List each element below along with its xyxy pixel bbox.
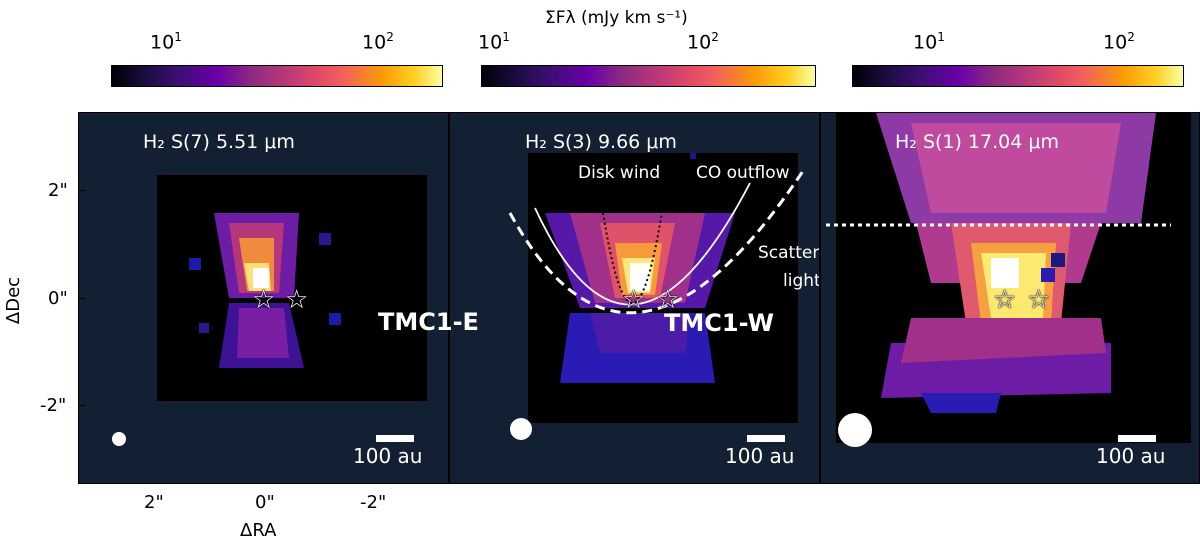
panel-3-image — [826, 113, 1191, 443]
panel-2-star-west: ☆ — [656, 285, 680, 315]
panel-3-scale-bar — [1118, 435, 1156, 442]
panel-1-beam — [112, 432, 126, 446]
panel-2-scale-bar — [747, 435, 785, 442]
panel-3-beam — [838, 413, 872, 447]
x-tick-label-neg2: -2" — [360, 492, 387, 513]
colorbar-1 — [111, 65, 443, 87]
scattered-light-label-2: light — [783, 271, 820, 291]
y-tick-label-0: 0" — [48, 288, 68, 309]
panel-1-line-label: H₂ S(7) 5.51 μm — [143, 131, 295, 153]
y-tick-label-2: 2" — [48, 180, 68, 201]
y-tick-neg2 — [78, 405, 86, 406]
colorbar-1-tick-10: 101 — [150, 30, 182, 54]
x-tick-label-0: 0" — [255, 492, 275, 513]
panel-2-image — [508, 153, 807, 423]
y-axis-label: ΔDec — [3, 276, 25, 325]
panel-1-scale-label: 100 au — [353, 444, 423, 468]
panel-2-line-label: H₂ S(3) 9.66 μm — [525, 131, 677, 153]
colorbar-3-tick-10: 101 — [913, 30, 945, 54]
colorbar-1-tick-100: 102 — [362, 30, 394, 54]
tmc1-e-label-overlay: TMC1-E — [378, 308, 479, 336]
x-tick-label-2: 2" — [144, 492, 164, 513]
panel-h2-s1: H₂ S(1) 17.04 μm ☆ ☆ 100 au — [820, 112, 1200, 484]
panel-1-scale-bar — [376, 435, 414, 442]
panel-h2-s7: H₂ S(7) 5.51 μm ☆ ☆ 100 au — [78, 112, 449, 484]
y-tick-2 — [78, 190, 86, 191]
panel-2-scale-label: 100 au — [725, 444, 795, 468]
panel-3-star-west: ☆ — [1027, 285, 1051, 315]
panel-3-scale-label: 100 au — [1096, 444, 1166, 468]
y-tick-label-neg2: -2" — [40, 395, 67, 416]
tmc1-w-label: TMC1-W — [664, 309, 774, 337]
colorbar-title: ΣFλ (mJy km s⁻¹) — [545, 8, 688, 28]
x-axis-label: ΔRA — [240, 520, 277, 541]
colorbar-2-tick-10: 101 — [478, 30, 510, 54]
panel-1-image — [157, 175, 427, 401]
panel-h2-s3: H₂ S(3) 9.66 μm Disk wind CO outflow Sca… — [449, 112, 820, 484]
colorbar-3-tick-100: 102 — [1103, 30, 1135, 54]
panel-3-star-east: ☆ — [993, 285, 1017, 315]
panel-1-star-east: ☆ — [252, 285, 276, 315]
panel-2-beam — [510, 418, 532, 440]
scattered-light-label-1: Scattered — [758, 243, 819, 263]
colorbar-3 — [852, 65, 1184, 87]
colorbar-2 — [481, 65, 816, 87]
disk-wind-label: Disk wind — [578, 163, 661, 183]
co-outflow-label: CO outflow — [696, 163, 790, 183]
panel-3-line-label: H₂ S(1) 17.04 μm — [895, 131, 1059, 153]
panel-2-star-east: ☆ — [622, 285, 646, 315]
colorbar-2-tick-100: 102 — [687, 30, 719, 54]
y-tick-0 — [78, 298, 86, 299]
panel-1-star-west: ☆ — [285, 285, 309, 315]
